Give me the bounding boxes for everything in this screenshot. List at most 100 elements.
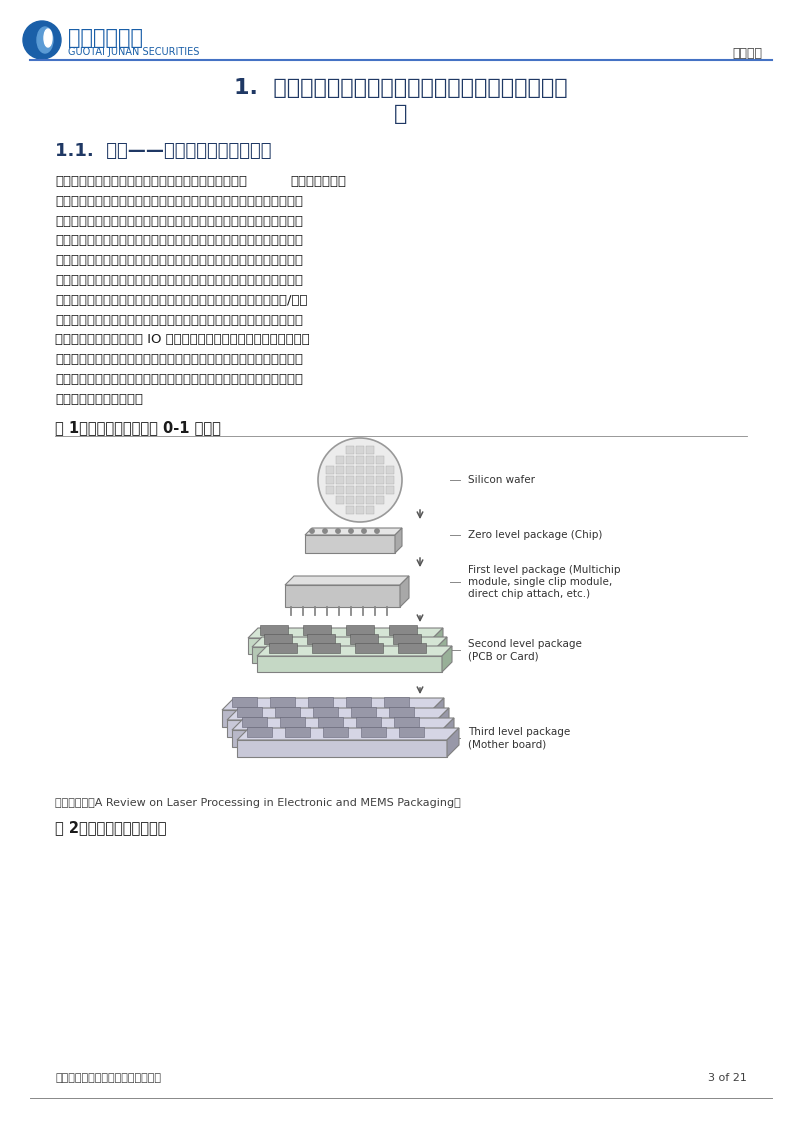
Polygon shape — [326, 486, 334, 494]
Polygon shape — [346, 476, 354, 484]
Polygon shape — [346, 466, 354, 474]
Circle shape — [362, 529, 367, 534]
Polygon shape — [237, 707, 262, 717]
Polygon shape — [305, 535, 395, 553]
Polygon shape — [285, 576, 409, 585]
Text: First level package (Multichip
module, single clip module,
direct chip attach, e: First level package (Multichip module, s… — [468, 564, 621, 599]
Polygon shape — [346, 446, 354, 454]
Polygon shape — [366, 486, 374, 494]
Text: 1.  先进封装向高集成、高互联迈进，倒装封装空间广: 1. 先进封装向高集成、高互联迈进，倒装封装空间广 — [234, 78, 568, 97]
Polygon shape — [285, 727, 310, 736]
Polygon shape — [442, 646, 452, 672]
Polygon shape — [350, 634, 378, 644]
Text: 1.1.  封装——芯片到电子器件的桥梁: 1.1. 封装——芯片到电子器件的桥梁 — [55, 142, 272, 160]
Polygon shape — [346, 496, 354, 504]
Polygon shape — [351, 707, 376, 717]
Polygon shape — [336, 455, 344, 465]
Polygon shape — [336, 466, 344, 474]
Polygon shape — [386, 486, 394, 494]
Polygon shape — [303, 625, 331, 634]
Text: 半导体封装是半: 半导体封装是半 — [290, 174, 346, 188]
Polygon shape — [376, 455, 384, 465]
Text: 正向着高导热、高机械强度、高粘结性、低吸水率和低应力方向发展，: 正向着高导热、高机械强度、高粘结性、低吸水率和低应力方向发展， — [55, 373, 303, 386]
Polygon shape — [248, 638, 433, 654]
Polygon shape — [280, 717, 305, 727]
Text: Second level package
(PCB or Card): Second level package (PCB or Card) — [468, 639, 582, 662]
Polygon shape — [376, 476, 384, 484]
Polygon shape — [437, 637, 447, 663]
Polygon shape — [356, 717, 381, 727]
Polygon shape — [247, 727, 272, 736]
Polygon shape — [232, 730, 442, 747]
Polygon shape — [336, 476, 344, 484]
Text: Zero level package (Chip): Zero level package (Chip) — [468, 530, 602, 540]
Polygon shape — [366, 476, 374, 484]
Polygon shape — [442, 718, 454, 747]
Polygon shape — [346, 486, 354, 494]
Polygon shape — [399, 727, 424, 736]
Text: 进行保护性包封。二级封装为板级封装，即得到印制线路板、三级/四级: 进行保护性包封。二级封装为板级封装，即得到印制线路板、三级/四级 — [55, 293, 307, 307]
Polygon shape — [376, 496, 384, 504]
Polygon shape — [336, 486, 344, 494]
Text: 狭义封装主要针对一级封装，封装材料向高标准演进。: 狭义封装主要针对一级封装，封装材料向高标准演进。 — [55, 174, 247, 188]
Ellipse shape — [44, 29, 52, 46]
Polygon shape — [356, 496, 364, 504]
Polygon shape — [389, 707, 414, 717]
Polygon shape — [237, 740, 447, 757]
Polygon shape — [346, 506, 354, 514]
Polygon shape — [366, 506, 374, 514]
Polygon shape — [312, 644, 340, 653]
Polygon shape — [257, 646, 452, 656]
Polygon shape — [395, 528, 402, 553]
Text: 集成度、小特征尺寸和高 IO 方向发展，因此对封装技术提出了更高要: 集成度、小特征尺寸和高 IO 方向发展，因此对封装技术提出了更高要 — [55, 333, 310, 347]
Text: GUOTAI JUNAN SECURITIES: GUOTAI JUNAN SECURITIES — [68, 46, 200, 57]
Polygon shape — [336, 496, 344, 504]
Polygon shape — [356, 486, 364, 494]
Polygon shape — [356, 455, 364, 465]
Text: 支撑、机械和环境保护及导热通道。广义的封装主要分为零级到四级封: 支撑、机械和环境保护及导热通道。广义的封装主要分为零级到四级封 — [55, 214, 303, 228]
Text: 装，零级封装指芯片上的互联，得到的是芯片，一级封装，即狭义上的: 装，零级封装指芯片上的互联，得到的是芯片，一级封装，即狭义上的 — [55, 235, 303, 247]
Polygon shape — [356, 506, 364, 514]
Text: 求，这与封装材料的性能提升及成本下降是离不开的。目前，封装材料: 求，这与封装材料的性能提升及成本下降是离不开的。目前，封装材料 — [55, 353, 303, 366]
Polygon shape — [269, 644, 297, 653]
Polygon shape — [356, 466, 364, 474]
Text: 产业深度: 产业深度 — [732, 46, 762, 60]
Polygon shape — [386, 466, 394, 474]
Polygon shape — [384, 697, 409, 707]
Polygon shape — [356, 476, 364, 484]
Circle shape — [375, 529, 379, 534]
Polygon shape — [305, 528, 402, 535]
Text: 图 1：先进封装主要针对 0-1 级封装: 图 1：先进封装主要针对 0-1 级封装 — [55, 420, 221, 435]
Polygon shape — [432, 698, 444, 727]
Polygon shape — [366, 446, 374, 454]
Polygon shape — [252, 637, 447, 647]
Text: 板或引线框架的内引脚互联从而进一步与外引脚连通，并对芯片与互联: 板或引线框架的内引脚互联从而进一步与外引脚连通，并对芯片与互联 — [55, 274, 303, 287]
Text: Silicon wafer: Silicon wafer — [468, 475, 535, 485]
Polygon shape — [237, 729, 459, 740]
Circle shape — [322, 529, 327, 534]
Polygon shape — [346, 625, 374, 634]
Circle shape — [23, 22, 61, 59]
Polygon shape — [366, 455, 374, 465]
Polygon shape — [318, 717, 343, 727]
Polygon shape — [447, 729, 459, 757]
Circle shape — [349, 529, 353, 534]
Polygon shape — [366, 466, 374, 474]
Polygon shape — [346, 697, 371, 707]
Polygon shape — [257, 656, 442, 672]
Polygon shape — [376, 486, 384, 494]
Polygon shape — [252, 647, 437, 663]
Text: Third level package
(Mother board): Third level package (Mother board) — [468, 726, 570, 749]
Polygon shape — [356, 446, 364, 454]
Polygon shape — [386, 476, 394, 484]
Polygon shape — [437, 708, 449, 736]
Text: 国泰君安证券: 国泰君安证券 — [68, 28, 143, 48]
Polygon shape — [355, 644, 383, 653]
Polygon shape — [222, 710, 432, 727]
Polygon shape — [398, 644, 426, 653]
Polygon shape — [433, 628, 443, 654]
Text: 封装，指将芯片固定在封装基板或引线框架上，将芯片的焊盘与封装基: 封装，指将芯片固定在封装基板或引线框架上，将芯片的焊盘与封装基 — [55, 254, 303, 267]
Polygon shape — [323, 727, 348, 736]
Polygon shape — [394, 717, 419, 727]
Polygon shape — [400, 576, 409, 607]
